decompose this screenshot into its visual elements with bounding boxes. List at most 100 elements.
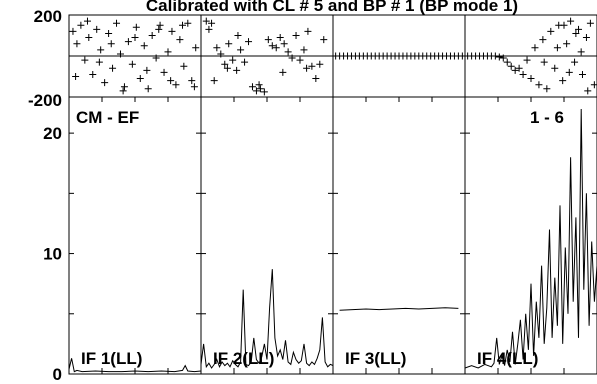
phase-point xyxy=(320,36,328,44)
amp-frame xyxy=(68,96,202,375)
phase-point xyxy=(221,60,229,68)
panel-label: IF 3(LL) xyxy=(345,349,406,368)
phase-point xyxy=(184,19,192,27)
phase-point xyxy=(539,36,547,44)
panel: IF 4(LL) xyxy=(464,14,597,375)
phase-point xyxy=(128,60,136,68)
amp-line xyxy=(339,307,459,311)
phase-point xyxy=(223,64,231,72)
phase-point xyxy=(547,27,555,35)
phase-point xyxy=(116,50,124,58)
phase-point xyxy=(101,79,109,87)
phase-point xyxy=(560,21,568,29)
phase-point xyxy=(540,58,548,66)
phase-point xyxy=(81,56,89,64)
phase-point xyxy=(571,58,579,66)
panel-label: IF 2(LL) xyxy=(213,349,274,368)
phase-point xyxy=(120,83,128,91)
phase-point xyxy=(77,21,85,29)
phase-point xyxy=(73,40,81,48)
amp-frame xyxy=(200,96,334,375)
phase-point xyxy=(572,29,580,37)
phase-point xyxy=(172,81,180,89)
phase-point xyxy=(495,53,503,61)
phase-point xyxy=(288,54,296,62)
phase-point xyxy=(303,64,311,72)
phase-point xyxy=(229,56,237,64)
phase-point xyxy=(523,56,531,64)
phase-point xyxy=(237,46,245,54)
phase-point xyxy=(160,68,168,76)
phase-point xyxy=(167,77,175,85)
phase-point xyxy=(304,27,312,35)
phase-point xyxy=(567,17,575,25)
phase-point xyxy=(590,81,597,89)
phase-point xyxy=(140,42,148,50)
phase-point xyxy=(188,77,196,85)
phase-point xyxy=(280,40,288,48)
phase-point xyxy=(124,38,132,46)
phase-point xyxy=(152,54,160,62)
phase-point xyxy=(217,50,225,58)
phase-point xyxy=(202,17,210,25)
phase-point xyxy=(245,38,253,46)
phase-point xyxy=(95,58,103,66)
phase-point xyxy=(69,27,77,35)
panel: IF 2(LL) xyxy=(200,14,334,375)
amplitude-axis-labels: 20 10 0 xyxy=(43,124,62,384)
phase-point xyxy=(234,32,242,39)
phase-point xyxy=(296,56,304,64)
phase-point xyxy=(284,48,292,56)
phase-point xyxy=(190,83,198,91)
amp-tick-label: 10 xyxy=(43,245,62,264)
phase-point xyxy=(143,66,151,74)
phase-point xyxy=(155,25,163,33)
phase-point xyxy=(559,77,567,85)
phase-point xyxy=(316,60,324,68)
phase-point xyxy=(105,29,113,37)
phase-point xyxy=(93,25,101,33)
phase-point xyxy=(527,75,535,83)
phase-point xyxy=(107,40,115,48)
phase-point xyxy=(264,36,272,44)
phase-point xyxy=(144,85,152,93)
panel-label: IF 4(LL) xyxy=(477,349,538,368)
phase-point xyxy=(531,44,539,52)
panel: IF 3(LL) xyxy=(332,14,466,375)
phase-point xyxy=(268,42,276,50)
phase-point xyxy=(578,70,586,78)
phase-point xyxy=(586,19,594,27)
phase-point xyxy=(192,44,200,52)
phase-point xyxy=(148,32,156,39)
phase-point xyxy=(260,88,268,96)
amp-line xyxy=(200,269,334,369)
phase-point xyxy=(312,75,320,83)
phase-tick-label: -200 xyxy=(28,91,62,110)
phase-point xyxy=(208,19,216,27)
phase-point xyxy=(225,40,233,48)
phase-point xyxy=(515,64,523,72)
phase-point xyxy=(109,64,117,72)
phase-point xyxy=(168,27,176,35)
phase-point xyxy=(210,77,218,85)
phase-point xyxy=(279,68,287,76)
phase-point xyxy=(85,34,93,42)
phase-point xyxy=(179,21,187,29)
phase-point xyxy=(113,19,121,27)
phase-point xyxy=(543,85,551,93)
amp-line xyxy=(68,358,202,373)
phase-point xyxy=(300,46,308,54)
channel-label: 1 - 6 xyxy=(530,108,564,127)
phase-point xyxy=(233,66,241,74)
phase-point xyxy=(255,81,263,89)
phase-point xyxy=(83,17,91,25)
phase-point xyxy=(256,85,264,93)
phase-point xyxy=(248,83,256,91)
phase-point xyxy=(511,66,519,74)
baseline-label: CM - EF xyxy=(76,108,139,127)
phase-point xyxy=(519,70,527,78)
chart-title: Calibrated with CL # 5 and BP # 1 (BP mo… xyxy=(146,0,518,15)
amp-tick-label: 20 xyxy=(43,124,62,143)
phase-axis-labels: 200 -200 xyxy=(28,7,62,110)
